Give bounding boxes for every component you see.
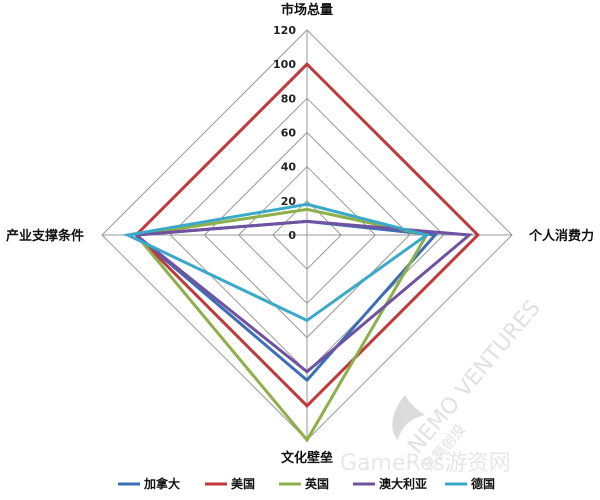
series-line-2 (134, 62, 480, 408)
tick-label: 60 (281, 127, 297, 140)
legend-label-3: 英国 (305, 476, 329, 491)
legend-label-1: 加拿大 (143, 476, 180, 491)
legend: 加拿大 美国 英国 澳大利亚 德国 (118, 476, 495, 491)
tick-label: 100 (273, 58, 296, 71)
nemo-logo-shape (392, 395, 425, 440)
watermark: NEMO VENTURES 尼莫创投 GameRes游资网 (340, 296, 546, 476)
tick-label: 20 (281, 195, 297, 208)
axis-label-4: 产业支撑条件 (6, 228, 84, 244)
series-line-4 (132, 219, 474, 374)
watermark-site: GameRes游资网 (340, 451, 511, 476)
axis-label-3: 文化壁垒 (281, 450, 333, 466)
radar-tick-labels: 0 20 40 60 80 100 120 (273, 24, 296, 242)
legend-label-2: 美国 (231, 476, 255, 491)
axis-label-1: 市场总量 (281, 2, 333, 18)
series-line-3 (133, 207, 429, 443)
tick-label: 40 (281, 161, 297, 174)
tick-label: 80 (281, 92, 297, 105)
tick-label: 120 (273, 24, 296, 37)
axis-label-2: 个人消费力 (528, 228, 594, 244)
legend-label-5: 德国 (471, 476, 495, 491)
series-line-5 (122, 202, 431, 323)
watermark-brand: NEMO VENTURES (403, 296, 545, 459)
radar-series (122, 62, 480, 443)
tick-label: 0 (288, 229, 296, 242)
legend-label-4: 澳大利亚 (379, 476, 427, 491)
